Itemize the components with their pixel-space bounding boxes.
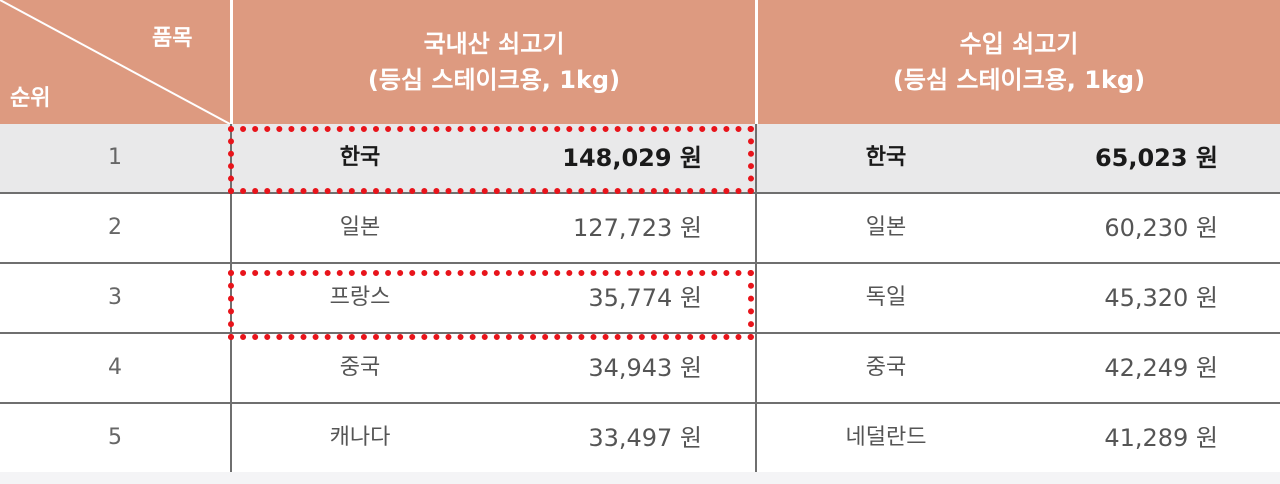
header-item-label: 품목 — [152, 26, 193, 51]
highlight-box-france-domestic — [228, 270, 754, 340]
header-imported-title: 수입 쇠고기 — [959, 30, 1079, 58]
imported-price: 65,023 원 — [1094, 144, 1218, 172]
header-domestic-cell: 국내산 쇠고기 (등심 스테이크용, 1kg) — [233, 0, 755, 124]
header-domestic-title: 국내산 쇠고기 — [423, 30, 565, 58]
header-separator — [755, 0, 758, 124]
bottom-strip — [0, 472, 1280, 484]
imported-price: 41,289 원 — [1104, 424, 1218, 452]
highlight-box-korea-domestic — [228, 126, 754, 194]
domestic-country: 중국 — [339, 355, 381, 380]
imported-price: 45,320 원 — [1104, 284, 1218, 312]
rank-cell: 5 — [108, 425, 122, 450]
domestic-price: 127,723 원 — [573, 214, 702, 242]
table-row: 4 중국 34,943 원 중국 42,249 원 — [0, 334, 1280, 404]
rank-cell: 3 — [108, 285, 122, 310]
domestic-price: 33,497 원 — [588, 424, 702, 452]
header-diagonal-line — [0, 0, 230, 124]
domestic-country: 일본 — [339, 215, 381, 240]
imported-country: 네덜란드 — [845, 425, 927, 450]
header-imported-subtitle: (등심 스테이크용, 1kg) — [892, 66, 1146, 94]
table-row: 1 한국 148,029 원 한국 65,023 원 — [0, 124, 1280, 194]
imported-country: 한국 — [865, 145, 907, 170]
domestic-price: 34,943 원 — [588, 354, 702, 382]
header-separator — [230, 0, 233, 124]
imported-country: 독일 — [865, 285, 907, 310]
imported-price: 42,249 원 — [1104, 354, 1218, 382]
header-domestic-subtitle: (등심 스테이크용, 1kg) — [367, 66, 621, 94]
imported-country: 중국 — [865, 355, 907, 380]
domestic-price: 148,029 원 — [562, 144, 702, 172]
header-imported-cell: 수입 쇠고기 (등심 스테이크용, 1kg) — [758, 0, 1280, 124]
header-rank-label: 순위 — [10, 86, 51, 111]
rank-cell: 2 — [108, 215, 122, 240]
domestic-country: 한국 — [339, 145, 381, 170]
rank-cell: 1 — [108, 145, 122, 170]
rank-cell: 4 — [108, 355, 122, 380]
table-row: 5 캐나다 33,497 원 네덜란드 41,289 원 — [0, 404, 1280, 474]
imported-price: 60,230 원 — [1104, 214, 1218, 242]
domestic-country: 프랑스 — [329, 285, 391, 310]
domestic-country: 캐나다 — [329, 425, 391, 450]
table-row: 2 일본 127,723 원 일본 60,230 원 — [0, 194, 1280, 264]
column-divider — [755, 124, 757, 472]
domestic-price: 35,774 원 — [588, 284, 702, 312]
imported-country: 일본 — [865, 215, 907, 240]
table-row: 3 프랑스 35,774 원 독일 45,320 원 — [0, 264, 1280, 334]
header-rank-item-cell: 품목 순위 — [0, 0, 230, 124]
